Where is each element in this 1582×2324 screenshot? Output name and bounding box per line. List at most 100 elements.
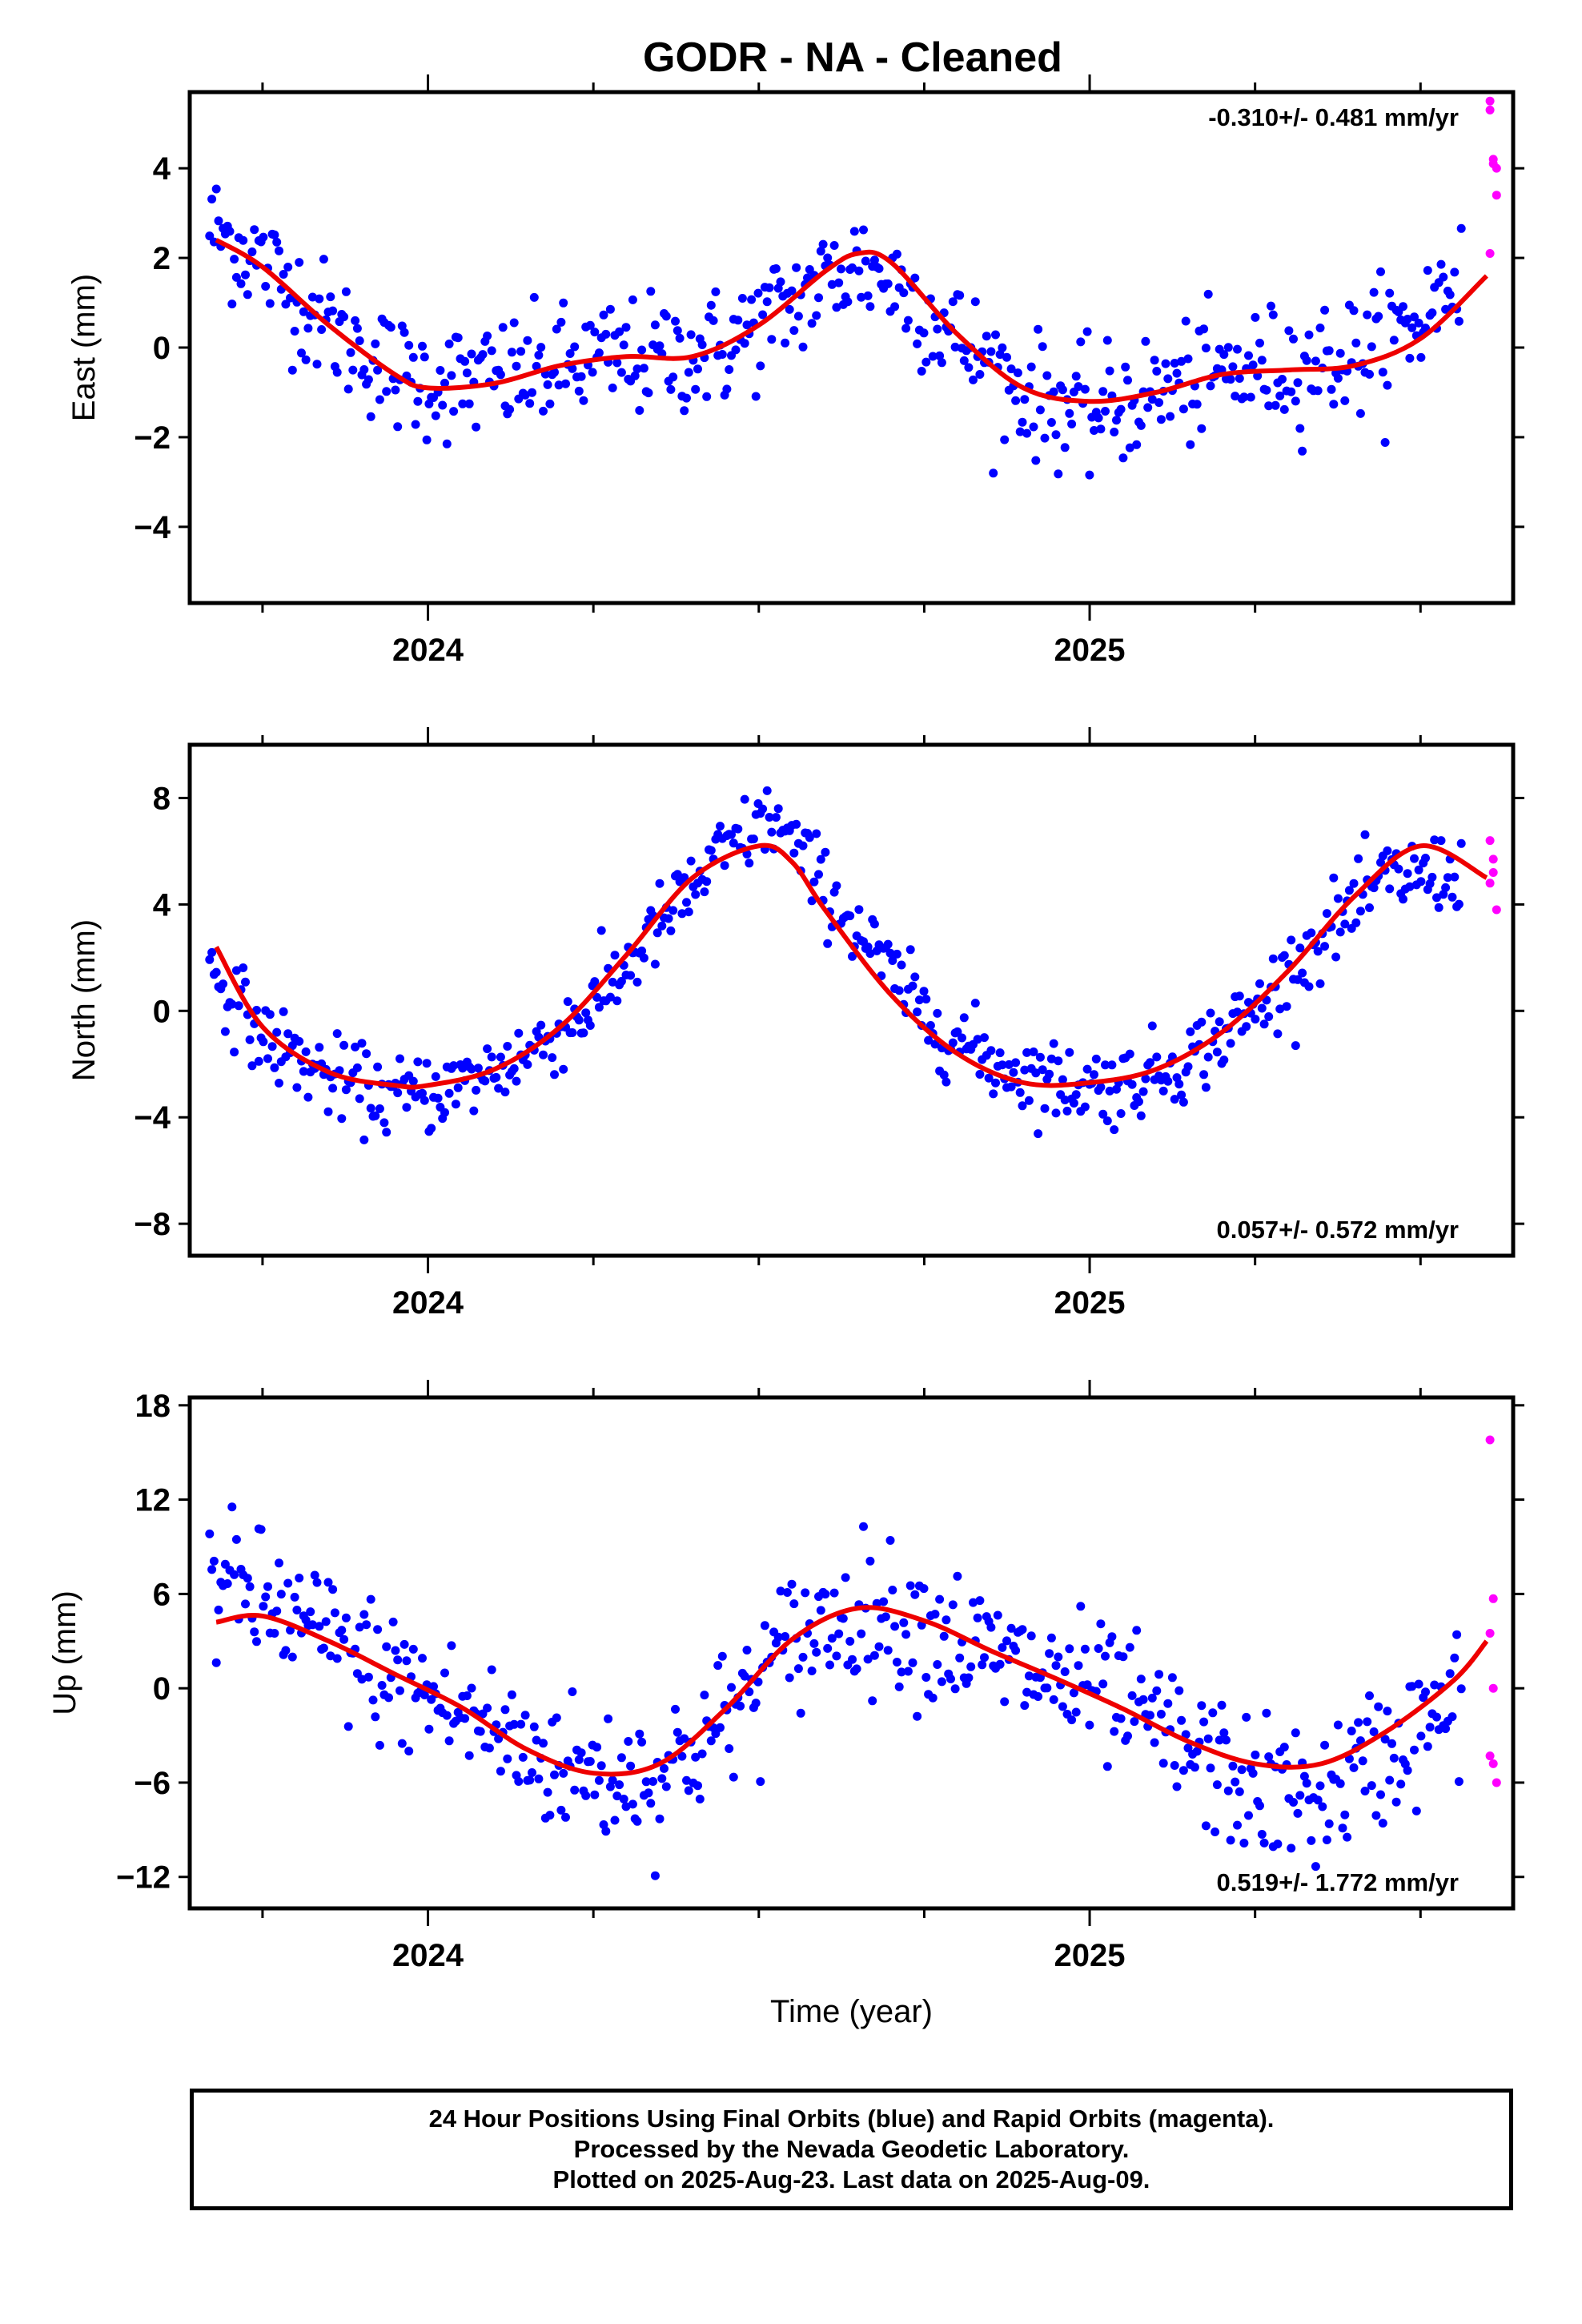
final-point xyxy=(892,949,901,959)
final-point xyxy=(675,333,685,343)
final-point xyxy=(205,1529,215,1538)
final-point xyxy=(865,949,875,959)
final-point xyxy=(1405,353,1415,363)
final-point xyxy=(536,343,546,352)
final-point xyxy=(1181,316,1191,326)
final-point xyxy=(939,1631,949,1641)
final-point xyxy=(1178,404,1188,414)
final-point xyxy=(279,270,288,279)
final-point xyxy=(955,1653,965,1663)
final-point xyxy=(729,1772,738,1782)
final-point xyxy=(1355,907,1365,916)
final-point xyxy=(740,339,749,348)
final-point xyxy=(980,1033,989,1043)
final-point xyxy=(604,1714,613,1723)
final-point xyxy=(1307,1835,1316,1845)
final-point xyxy=(619,340,628,350)
final-point xyxy=(666,384,676,394)
final-point xyxy=(396,1054,404,1063)
final-point xyxy=(328,1585,338,1594)
final-point xyxy=(239,963,248,972)
final-point xyxy=(1211,1827,1220,1836)
final-point xyxy=(1251,1015,1260,1024)
final-point xyxy=(809,1638,819,1648)
final-point xyxy=(1257,1830,1267,1839)
final-point xyxy=(792,819,801,829)
final-point xyxy=(307,1620,317,1630)
final-point xyxy=(897,960,906,970)
final-point xyxy=(377,1681,387,1690)
y-tick-label: 2 xyxy=(153,241,171,276)
final-point xyxy=(397,1739,407,1748)
final-point xyxy=(998,1060,1007,1070)
final-point xyxy=(1239,392,1249,402)
final-point xyxy=(241,1599,250,1609)
final-point xyxy=(1042,1683,1052,1693)
final-point xyxy=(771,264,781,273)
final-point xyxy=(1340,396,1350,405)
footer-legend: 24 Hour Positions Using Final Orbits (bl… xyxy=(190,2089,1513,2210)
final-point xyxy=(1116,404,1126,414)
final-point xyxy=(1123,1731,1132,1741)
final-point xyxy=(610,951,620,960)
final-point xyxy=(1423,1742,1432,1751)
final-point xyxy=(556,317,566,327)
x-tick-label: 2025 xyxy=(1054,1938,1126,1973)
final-point xyxy=(975,1596,985,1606)
final-point xyxy=(467,1683,476,1693)
final-point xyxy=(749,834,758,844)
final-point xyxy=(375,395,384,404)
final-point xyxy=(861,256,870,266)
final-point xyxy=(512,1076,521,1086)
final-point xyxy=(767,827,777,837)
final-point xyxy=(1376,267,1385,276)
final-point xyxy=(697,340,707,349)
final-point xyxy=(874,1642,884,1651)
plot-title: GODR - NA - Cleaned xyxy=(643,34,1062,81)
final-point xyxy=(789,326,799,336)
final-point xyxy=(616,368,626,377)
final-point xyxy=(460,356,470,366)
final-point xyxy=(427,1124,436,1133)
final-point xyxy=(1354,854,1363,863)
rapid-point xyxy=(1492,1778,1501,1787)
final-point xyxy=(1046,418,1056,427)
x-axis-label: Time (year) xyxy=(770,1994,933,2029)
final-point xyxy=(1110,1125,1119,1135)
final-point xyxy=(1436,259,1446,269)
final-point xyxy=(263,1582,272,1591)
final-point xyxy=(716,822,725,831)
final-point xyxy=(319,1643,328,1653)
final-point xyxy=(1329,873,1339,883)
final-point xyxy=(1287,1844,1296,1853)
final-point xyxy=(363,375,373,384)
y-tick-label: −6 xyxy=(134,1766,171,1801)
final-point xyxy=(1293,378,1303,388)
final-point xyxy=(1441,1724,1451,1734)
final-point xyxy=(630,371,640,380)
final-point xyxy=(865,1556,875,1566)
final-point xyxy=(1107,1060,1117,1070)
final-point xyxy=(1172,368,1182,378)
final-point xyxy=(594,1003,604,1012)
final-point xyxy=(706,846,716,855)
final-point xyxy=(1090,426,1098,435)
final-point xyxy=(816,1606,825,1615)
final-point xyxy=(250,225,259,235)
final-point xyxy=(440,378,449,388)
final-point xyxy=(231,272,241,282)
final-point xyxy=(219,979,228,989)
final-point xyxy=(328,306,338,316)
y-tick-label: 0 xyxy=(153,994,171,1029)
final-point xyxy=(986,1046,996,1055)
final-point xyxy=(913,339,922,348)
final-point xyxy=(978,1660,987,1670)
y-tick-label: −12 xyxy=(116,1860,171,1896)
final-point xyxy=(326,1651,335,1661)
final-point xyxy=(592,1743,602,1752)
final-point xyxy=(798,342,808,352)
x-tick-label: 2025 xyxy=(1054,633,1126,668)
final-point xyxy=(1054,1652,1063,1662)
final-point xyxy=(1287,935,1296,945)
final-point xyxy=(330,1608,339,1618)
